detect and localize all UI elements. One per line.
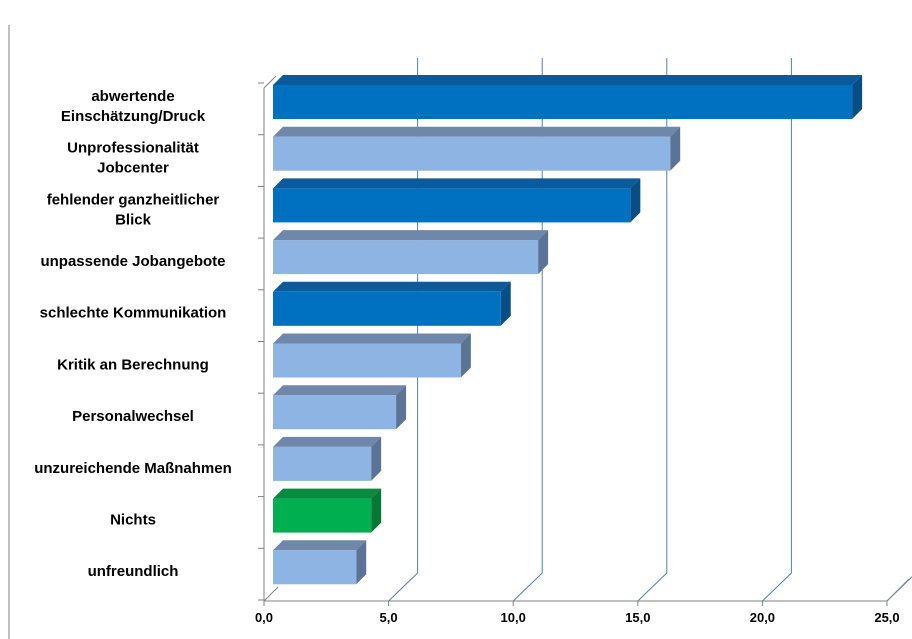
bar xyxy=(273,333,471,378)
bar xyxy=(273,540,367,585)
bar xyxy=(273,75,863,119)
category-label: Kritik an Berechnung xyxy=(57,356,209,373)
x-axis-depth-edge xyxy=(886,578,910,602)
category-label: unpassende Jobangebote xyxy=(40,253,225,270)
bar-front-face xyxy=(273,136,671,171)
bar-top-face xyxy=(273,281,511,292)
y-axis-top-edge xyxy=(263,75,277,89)
bar-side-face xyxy=(630,178,641,223)
x-tick-label: 25,0 xyxy=(874,610,899,625)
category-label: unfreundlich xyxy=(88,563,179,580)
bar-side-face xyxy=(371,436,382,481)
gridline xyxy=(512,58,543,602)
bar-side-face xyxy=(396,385,407,430)
bar-front-face xyxy=(273,85,853,119)
bar-top-face xyxy=(273,75,863,85)
bar xyxy=(273,230,549,275)
category-label: schlechte Kommunikation xyxy=(40,305,227,322)
gridline xyxy=(637,58,668,602)
bar-top-face xyxy=(273,178,641,189)
category-label: fehlender ganzheitlicher Blick xyxy=(47,191,220,228)
bar-front-face xyxy=(273,550,357,585)
bar-side-face xyxy=(371,488,382,533)
bar xyxy=(273,488,382,533)
gridline xyxy=(886,576,912,602)
bar xyxy=(273,385,407,430)
bar-top-face xyxy=(273,333,471,344)
bar xyxy=(273,436,382,481)
x-tick-label: 15,0 xyxy=(625,610,650,625)
bar-front-face xyxy=(273,343,461,378)
bar-front-face xyxy=(273,291,501,326)
bar-side-face xyxy=(852,75,863,119)
bar xyxy=(273,178,641,223)
gridline xyxy=(762,58,792,602)
bar-top-face xyxy=(273,126,681,137)
bar-front-face xyxy=(273,188,631,223)
bar-front-face xyxy=(273,446,372,481)
floor-left-edge xyxy=(263,586,279,602)
x-tick-label: 10,0 xyxy=(501,610,526,625)
category-label: Nichts xyxy=(110,511,156,528)
category-label: Personalwechsel xyxy=(72,408,194,425)
bar-front-face xyxy=(273,240,539,275)
gridline xyxy=(388,58,419,602)
bar-side-face xyxy=(670,126,681,171)
axes xyxy=(258,75,910,606)
bar-front-face xyxy=(273,498,372,533)
bar-top-face xyxy=(273,540,367,551)
x-tick-label: 5,0 xyxy=(380,610,398,625)
bar-front-face xyxy=(273,395,397,430)
bar-side-face xyxy=(356,540,367,585)
bar-top-face xyxy=(273,488,382,499)
bar-top-face xyxy=(273,385,407,396)
bar-side-face xyxy=(500,281,511,326)
bar xyxy=(273,281,511,326)
bar-side-face xyxy=(460,333,471,378)
bar-side-face xyxy=(538,230,549,275)
bar-top-face xyxy=(273,436,382,447)
category-label: Unprofessionalität Jobcenter xyxy=(67,140,199,177)
category-labels: abwertende Einschätzung/Druck Unprofession… xyxy=(34,88,232,580)
bar xyxy=(273,126,681,171)
x-tick-label: 0,0 xyxy=(255,610,273,625)
category-label: abwertende Einschätzung/Druck xyxy=(61,88,206,125)
x-tick-labels: 0,0 5,0 10,0 15,0 20,0 25,0 xyxy=(255,610,900,625)
bars xyxy=(273,75,863,585)
bar-top-face xyxy=(273,230,549,241)
x-tick-label: 20,0 xyxy=(750,610,775,625)
category-label: unzureichende Maßnahmen xyxy=(34,460,232,477)
